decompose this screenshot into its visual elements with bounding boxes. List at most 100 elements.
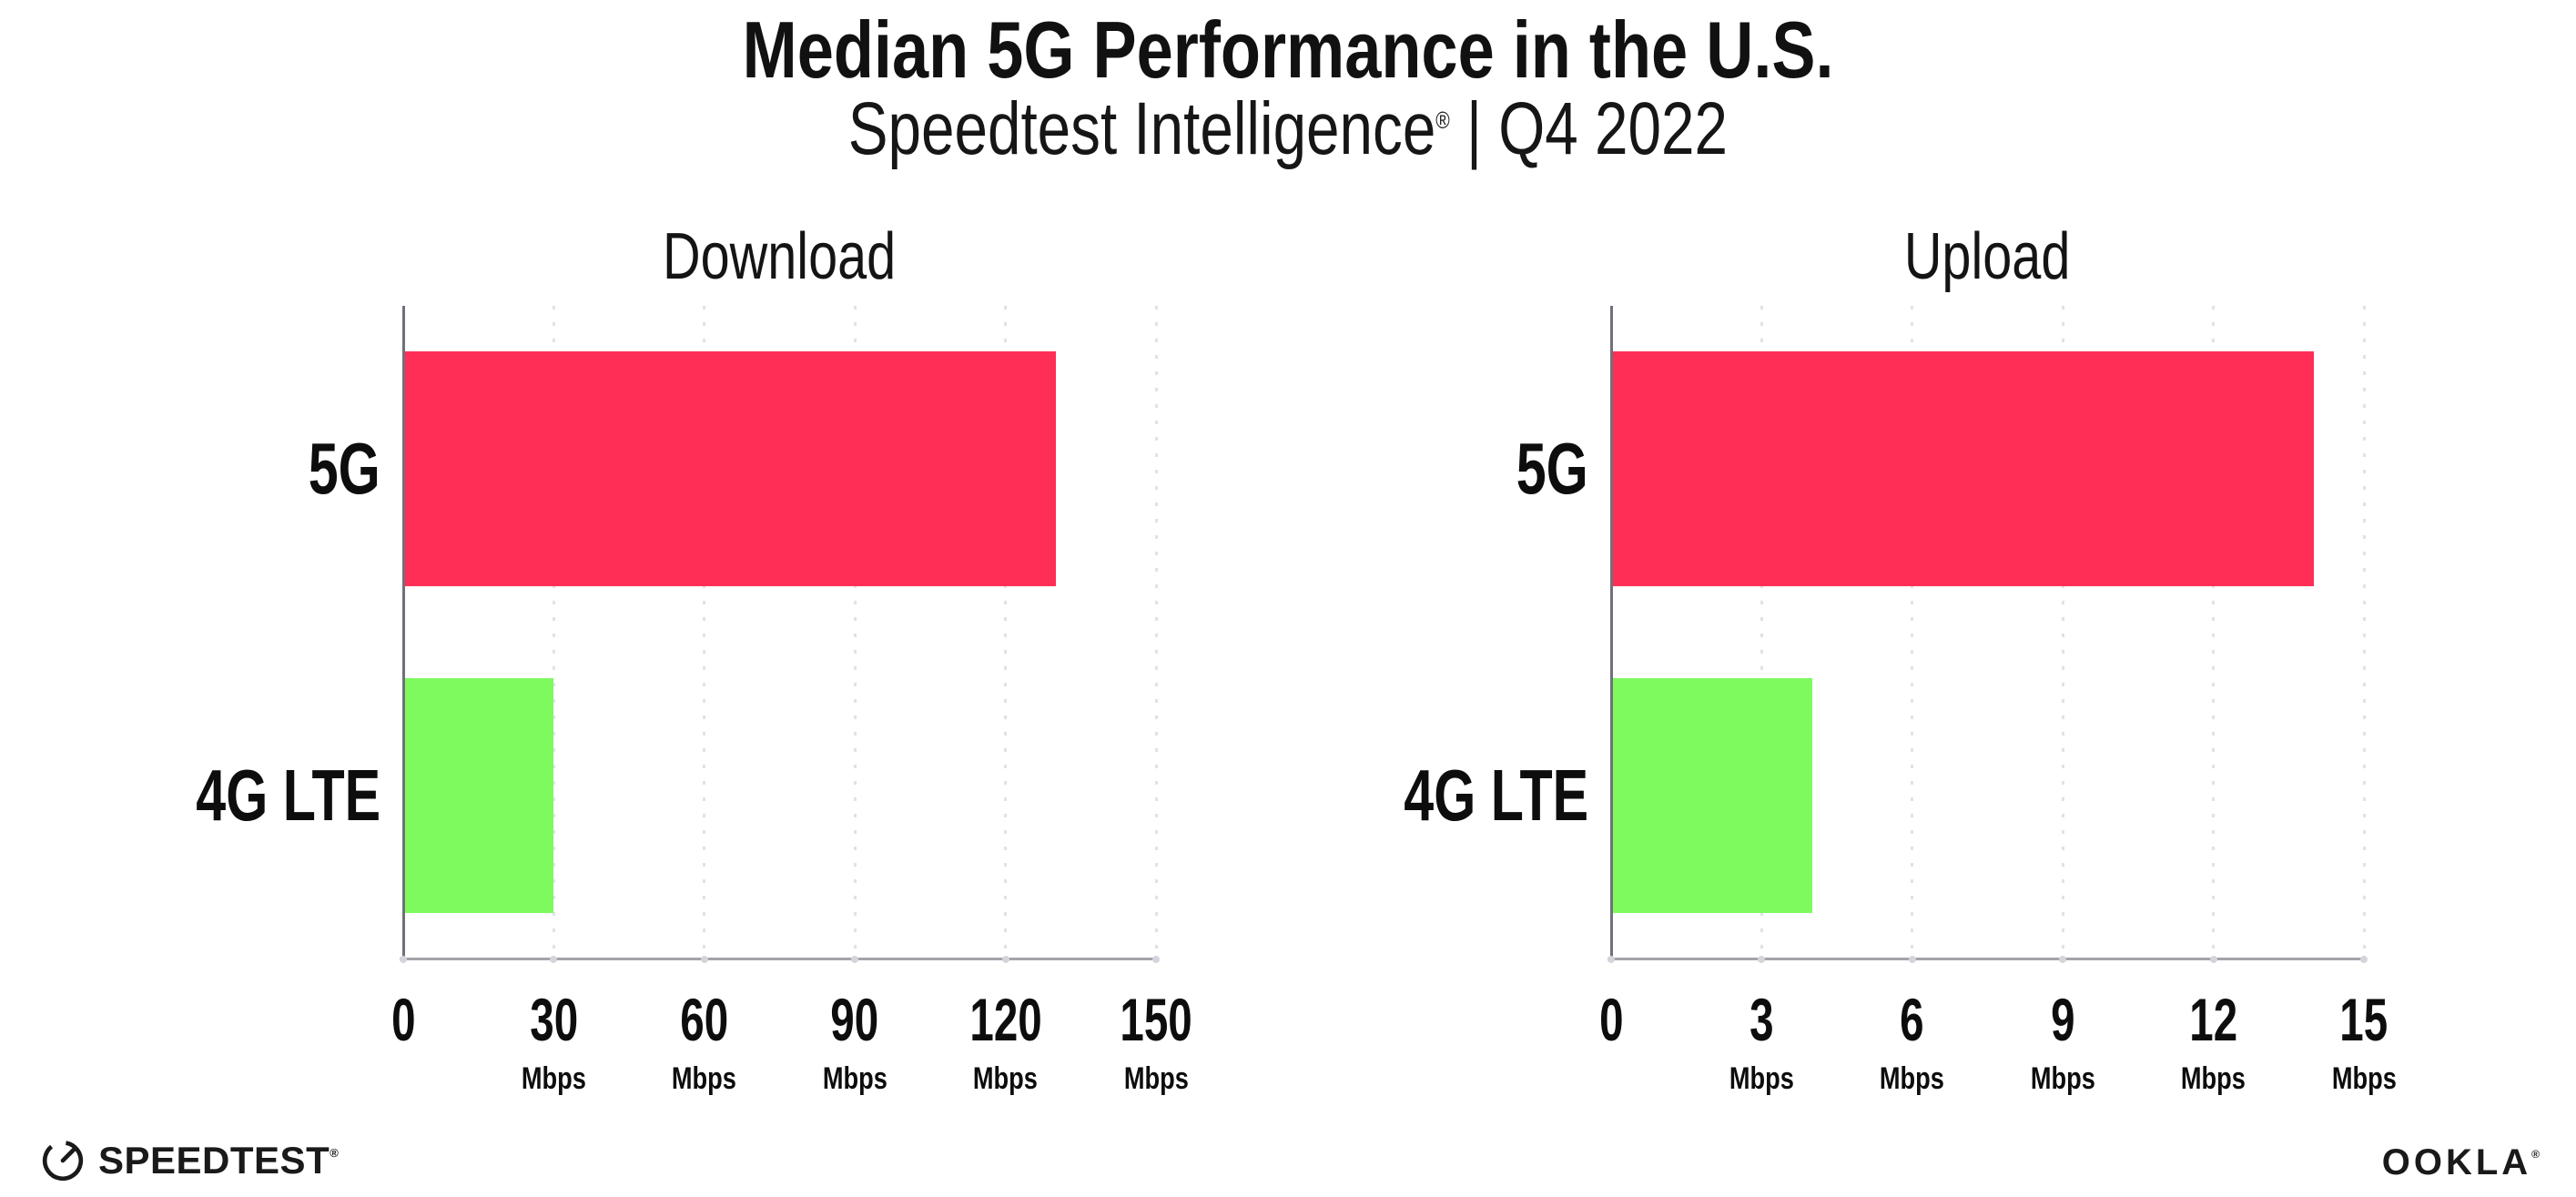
unit-label: Mbps (1880, 1061, 1945, 1096)
page-subtitle: Speedtest Intelligence® | Q4 2022 (0, 79, 2576, 179)
unit-label: Mbps (822, 1061, 887, 1096)
subtitle-brand: Speedtest Intelligence (847, 87, 1436, 170)
x-tick-unit: Mbps (1821, 1058, 2003, 1100)
x-tick-unit: Mbps (2123, 1058, 2305, 1100)
registered-mark: ® (2531, 1148, 2540, 1161)
category-label-text: 5G (309, 428, 380, 510)
x-tick-label: 12 (2123, 986, 2305, 1053)
ookla-wordmark: OOKLA® (2381, 1142, 2540, 1182)
4g-lte-bar (1611, 677, 1812, 913)
x-axis (400, 958, 1159, 960)
gridline (2061, 306, 2064, 959)
category-label-text: 4G LTE (196, 754, 380, 836)
category-label: 4G LTE (118, 754, 380, 836)
upload-chart-title: Upload (1904, 220, 2071, 293)
speedtest-gauge-icon (42, 1140, 84, 1182)
ookla-logo: OOKLA® (2382, 1140, 2540, 1185)
gridline (1154, 306, 1158, 959)
page-title: Median 5G Performance in the U.S. (0, 0, 2576, 100)
x-tick-label: 150 (1065, 986, 1247, 1053)
x-tick-value: 15 (2339, 986, 2388, 1053)
unit-label: Mbps (1729, 1061, 1794, 1096)
x-tick-label: 60 (614, 986, 796, 1053)
axis-tick-dot (1908, 956, 1916, 963)
x-tick-value: 9 (2050, 986, 2075, 1053)
x-tick-value: 12 (2189, 986, 2238, 1053)
speedtest-wordmark: SPEEDTEST® (98, 1139, 339, 1182)
axis-tick-dot (1152, 956, 1160, 963)
speedtest-logo: SPEEDTEST® (40, 1134, 339, 1187)
x-tick-unit: Mbps (1670, 1058, 1852, 1100)
category-label-text: 4G LTE (1404, 754, 1588, 836)
x-tick-value: 0 (390, 986, 416, 1053)
subtitle-period: | Q4 2022 (1449, 87, 1729, 170)
download-chart-plot: 0 30 Mbps 60 Mbps 90 Mbps 120 Mbps 150 Mbps 5G 4G LT… (196, 306, 1192, 1096)
page-subtitle-text: Speedtest Intelligence® | Q4 2022 (848, 79, 1728, 196)
unit-label: Mbps (973, 1061, 1039, 1096)
category-label: 5G (1326, 431, 1588, 507)
x-tick-unit: Mbps (614, 1058, 796, 1100)
axis-tick-dot (1758, 956, 1766, 963)
axis-tick-dot (851, 956, 859, 963)
unit-label: Mbps (521, 1061, 586, 1096)
y-axis (402, 306, 405, 961)
download-chart-title: Download (663, 220, 897, 293)
x-tick-label: 90 (764, 986, 946, 1053)
category-label: 5G (118, 431, 380, 507)
axis-tick-dot (400, 956, 407, 963)
x-axis (1607, 958, 2367, 960)
x-tick-label: 0 (312, 986, 494, 1053)
x-tick-value: 6 (1900, 986, 1925, 1053)
registered-mark: ® (330, 1145, 339, 1160)
x-tick-unit: Mbps (764, 1058, 946, 1100)
x-tick-value: 3 (1749, 986, 1774, 1053)
x-tick-label: 0 (1520, 986, 1702, 1053)
x-tick-value: 60 (680, 986, 729, 1053)
unit-label: Mbps (2331, 1061, 2397, 1096)
upload-chart-plot: 0 3 Mbps 6 Mbps 9 Mbps 12 Mbps 15 Mbps 5G 4G LTE (1404, 306, 2397, 1096)
x-tick-label: 120 (915, 986, 1097, 1053)
gridline (1911, 306, 1914, 959)
x-tick-unit: Mbps (1972, 1058, 2154, 1100)
registered-mark: ® (1435, 107, 1450, 135)
4g-lte-bar (403, 677, 554, 913)
5g-bar (403, 351, 1056, 587)
axis-tick-dot (1607, 956, 1615, 963)
unit-label: Mbps (1123, 1061, 1189, 1096)
axis-tick-dot (1001, 956, 1009, 963)
gridline (1004, 306, 1008, 959)
gridline (552, 306, 555, 959)
x-tick-label: 9 (1972, 986, 2154, 1053)
x-tick-unit: Mbps (915, 1058, 1097, 1100)
x-tick-unit: Mbps (2273, 1058, 2455, 1100)
axis-tick-dot (700, 956, 708, 963)
category-label: 4G LTE (1326, 754, 1588, 836)
x-tick-value: 120 (969, 986, 1042, 1053)
x-tick-unit: Mbps (462, 1058, 644, 1100)
page-title-text: Median 5G Performance in the U.S. (742, 5, 1834, 95)
gridline (703, 306, 706, 959)
unit-label: Mbps (2181, 1061, 2246, 1096)
axis-tick-dot (2360, 956, 2368, 963)
x-tick-unit: Mbps (1065, 1058, 1247, 1100)
x-tick-value: 150 (1120, 986, 1192, 1053)
axis-tick-dot (2059, 956, 2067, 963)
x-tick-label: 6 (1821, 986, 2003, 1053)
gridline (2362, 306, 2366, 959)
x-tick-label: 30 (462, 986, 644, 1053)
gridline (1760, 306, 1763, 959)
x-tick-value: 30 (529, 986, 578, 1053)
axis-tick-dot (2209, 956, 2217, 963)
unit-label: Mbps (2030, 1061, 2095, 1096)
category-label-text: 5G (1516, 428, 1588, 510)
y-axis (1610, 306, 1613, 961)
axis-tick-dot (550, 956, 558, 963)
unit-label: Mbps (672, 1061, 737, 1096)
x-tick-label: 3 (1670, 986, 1852, 1053)
gridline (2212, 306, 2216, 959)
gridline (853, 306, 857, 959)
x-tick-value: 0 (1598, 986, 1624, 1053)
x-tick-label: 15 (2273, 986, 2455, 1053)
5g-bar (1611, 351, 2314, 587)
